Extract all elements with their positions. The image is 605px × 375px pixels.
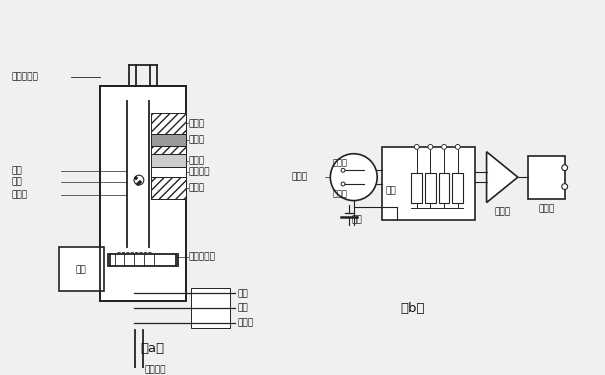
Bar (453, 173, 463, 202)
Circle shape (428, 144, 433, 149)
Text: 收集极: 收集极 (332, 158, 347, 167)
Circle shape (134, 175, 144, 185)
Bar (151, 113, 186, 134)
Text: 底座: 底座 (76, 265, 87, 274)
Text: （a）: （a） (140, 342, 165, 354)
Text: 空气扩散器: 空气扩散器 (189, 253, 215, 262)
Text: 发射极: 发射极 (332, 189, 347, 198)
Circle shape (341, 182, 345, 186)
Text: 放大器: 放大器 (494, 208, 510, 217)
Text: 收集极: 收集极 (189, 135, 205, 144)
Text: 离子室: 离子室 (291, 172, 307, 182)
Bar (439, 173, 450, 202)
Text: 极化极: 极化极 (189, 156, 205, 165)
Text: 检测器筒体: 检测器筒体 (12, 72, 39, 81)
Bar (100, 86, 186, 301)
Circle shape (442, 144, 446, 149)
Bar (151, 134, 186, 146)
Bar (151, 177, 186, 199)
Text: 绝缘子: 绝缘子 (189, 119, 205, 128)
Circle shape (562, 184, 567, 189)
Bar (59, 248, 104, 291)
Circle shape (330, 154, 377, 201)
Bar (191, 288, 230, 327)
Circle shape (134, 177, 137, 180)
Circle shape (137, 183, 139, 186)
Text: 及点火器: 及点火器 (189, 168, 211, 177)
Text: 空气: 空气 (238, 289, 248, 298)
Bar (528, 156, 564, 199)
Text: 记录器: 记录器 (538, 204, 554, 213)
Bar (425, 173, 436, 202)
Circle shape (139, 181, 142, 183)
Text: 绝缘子: 绝缘子 (189, 183, 205, 192)
Text: 尾吹气: 尾吹气 (238, 318, 253, 327)
Bar (382, 147, 475, 220)
Text: （b）: （b） (400, 303, 425, 315)
Text: 高阻: 高阻 (386, 186, 397, 195)
Circle shape (562, 165, 567, 171)
Circle shape (456, 144, 460, 149)
Circle shape (414, 144, 419, 149)
Bar (151, 146, 186, 154)
Bar (151, 154, 186, 167)
Text: 火焰: 火焰 (12, 167, 23, 176)
Text: 毛细管柱: 毛细管柱 (145, 365, 166, 374)
Bar (411, 173, 422, 202)
Text: 氢气: 氢气 (238, 303, 248, 312)
Circle shape (341, 168, 345, 172)
Text: 喷嘴: 喷嘴 (12, 177, 23, 186)
Text: 电源: 电源 (352, 216, 362, 225)
Bar (151, 167, 186, 177)
Text: 绝缘子: 绝缘子 (12, 190, 28, 199)
Polygon shape (486, 152, 518, 202)
